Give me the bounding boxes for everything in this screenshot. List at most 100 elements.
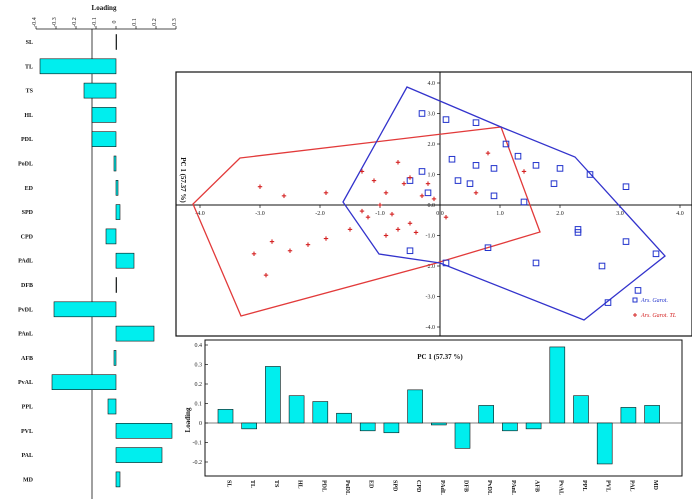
score-point-square (586, 171, 594, 178)
left-category-ed: ED (25, 186, 34, 192)
left-x-tick-label: 0 (112, 21, 118, 24)
score-point-plus (431, 196, 437, 202)
score-plot-y-axis-label: PC 1 (57.37 %) (179, 157, 187, 203)
score-point-plus (395, 160, 401, 165)
left-bar-padl (115, 252, 135, 269)
left-bar-podl (113, 155, 117, 172)
score-y-tick-label: -4.0 (426, 325, 436, 331)
score-point-square (484, 244, 492, 251)
score-point-plus (359, 208, 365, 214)
bottom-bar-pdl (312, 401, 329, 424)
bottom-bar-hl (288, 395, 305, 424)
score-x-tick-label: -2.0 (315, 211, 325, 217)
left-category-spd: SPD (22, 210, 34, 216)
score-point-plus (323, 236, 329, 241)
score-x-tick-label: -4.0 (195, 211, 205, 217)
score-point-square (406, 247, 414, 255)
score-point-plus (443, 215, 449, 220)
score-point-square (604, 299, 612, 306)
score-point-square (634, 287, 642, 294)
score-point-plus (401, 181, 407, 186)
score-point-plus (389, 211, 395, 217)
score-point-square (502, 140, 510, 148)
score-point-square (556, 165, 564, 172)
score-plot-y-ticks: 4.0 3.0 2.0 1.0 0.0 -1.0 -2.0 -3.0 -4.0 (426, 81, 440, 331)
left-category-pdl: PDL (21, 137, 33, 143)
left-category-hl: HL (24, 113, 33, 119)
bottom-bar-spd (383, 422, 400, 434)
score-plot-legend: Ars. Garot. Ars. Garot. TL (632, 297, 677, 319)
score-point-plus (383, 233, 389, 238)
bottom-category-afb: AFB (534, 480, 540, 492)
left-category-labels: SL TL TS HL PDL PoDL ED SPD CPD PAdL DFB PvDL PAnL AF… (18, 40, 34, 483)
left-bar-pval (51, 374, 117, 391)
bottom-bars (217, 346, 660, 465)
bottom-category-podl: PoDL (344, 480, 350, 495)
bottom-y-tick-label: 0.2 (195, 382, 203, 388)
score-point-plus (257, 184, 263, 189)
bottom-loading-chart: PC 1 (57.37 %) Loading 0.4 0.3 0.2 0.1 0 -0.1… (184, 339, 683, 495)
score-point-square (514, 152, 522, 160)
left-x-ticks: -0.4 -0.3 -0.2 -0.1 0 0.1 0.2 0.3 (32, 17, 178, 29)
bottom-category-spd: SPD (391, 480, 397, 492)
bottom-category-labels: SL TL TS HL PDL PoDL ED SPD CPD PAdL DFB PvDL PAnL AF… (226, 480, 659, 495)
bottom-bar-md (644, 405, 660, 424)
score-y-tick-label: 2.0 (428, 142, 436, 148)
score-plot: PC 1 (57.37 %) -4.0 -3.0 -2.0 -1.0 0.0 1.0 2.0… (175, 71, 692, 337)
bottom-bar-panl (502, 422, 518, 432)
left-category-md: MD (23, 477, 34, 483)
bottom-bar-padl (430, 422, 447, 426)
score-x-tick-label: 4.0 (676, 211, 684, 217)
left-x-axis-label: Loading (92, 4, 117, 12)
left-category-podl: PoDL (18, 162, 33, 168)
bottom-bar-podl (336, 412, 352, 424)
left-x-tick-label: -0.1 (92, 17, 98, 27)
score-point-square (532, 162, 540, 169)
legend-label-red: Ars. Garot. TL (640, 313, 677, 319)
left-category-sl: SL (26, 40, 33, 46)
left-category-padl: PAdL (18, 259, 33, 265)
score-y-tick-label: 0.0 (428, 203, 436, 209)
left-category-ppl: PPL (22, 405, 33, 411)
left-category-pvdl: PvDL (18, 307, 33, 313)
score-point-plus (485, 150, 491, 156)
score-x-tick-label: -1.0 (375, 211, 385, 217)
left-x-tick-label: 0.2 (152, 18, 158, 26)
bottom-x-axis-label: PC 1 (57.37 %) (417, 353, 463, 361)
score-point-square (490, 165, 498, 172)
score-point-square (532, 259, 540, 267)
bottom-y-axis-label: Loading (184, 407, 192, 432)
bottom-bar-afb (525, 422, 542, 430)
left-category-ts: TS (26, 89, 34, 95)
legend-label-blue: Ars. Garot. (640, 298, 668, 304)
score-point-square (466, 180, 474, 187)
score-point-square (550, 180, 558, 187)
score-point-square (490, 192, 498, 200)
left-x-tick-label: -0.4 (32, 17, 38, 27)
bottom-category-pal: PAL (628, 480, 634, 492)
score-y-tick-label: 3.0 (428, 112, 436, 118)
bottom-y-tick-label: 0.4 (195, 343, 203, 349)
bottom-category-padl: PAdL (439, 480, 445, 495)
left-bar-panl (115, 325, 155, 342)
bottom-bar-dfb (454, 422, 471, 449)
score-point-plus (407, 221, 413, 226)
score-point-plus (287, 248, 293, 253)
score-point-square (574, 226, 582, 233)
score-point-plus (323, 190, 329, 195)
left-bar-ts (83, 82, 117, 99)
left-category-pal: PAL (21, 453, 33, 459)
score-point-plus (365, 215, 371, 220)
score-point-plus (377, 202, 383, 208)
left-loading-chart: Loading -0.4 -0.3 -0.2 -0.1 0 0.1 0.2 0.3 SL TL T… (18, 4, 178, 499)
score-point-square (418, 168, 426, 175)
bottom-category-md: MD (652, 480, 658, 491)
score-point-square (598, 262, 606, 270)
score-point-plus (419, 193, 425, 199)
left-category-cpd: CPD (21, 234, 34, 240)
score-point-plus (407, 175, 413, 180)
left-x-tick-label: 0.3 (172, 18, 178, 26)
score-y-tick-label: -2.0 (426, 264, 436, 270)
score-point-square (622, 238, 630, 245)
